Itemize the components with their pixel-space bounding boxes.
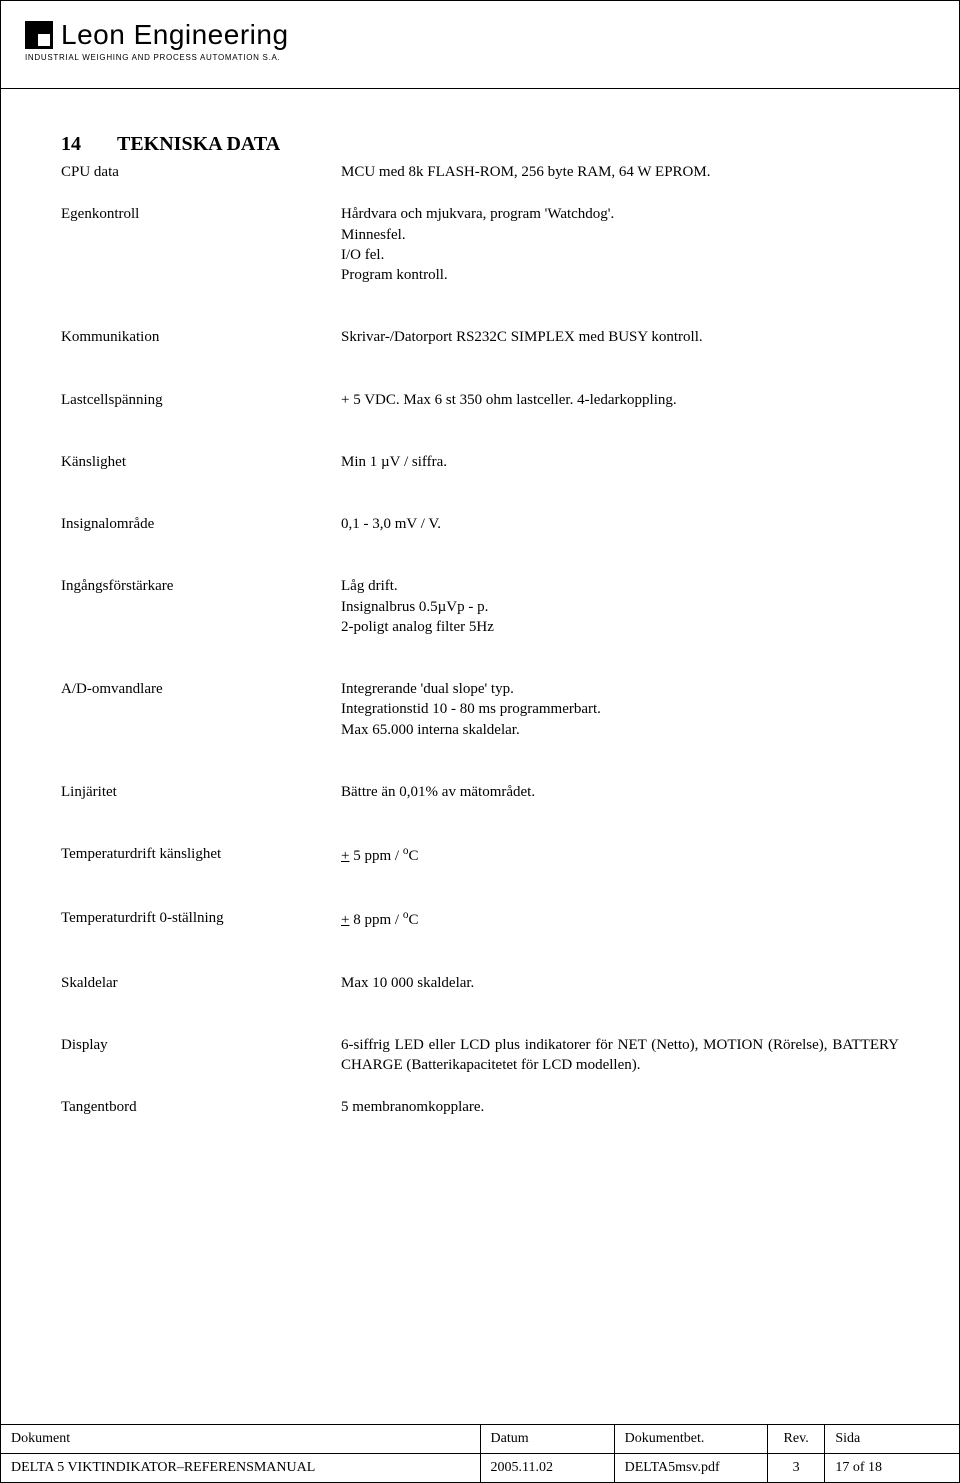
- adc-line3: Max 65.000 interna skaldelar.: [341, 720, 899, 740]
- brand-row: Leon Engineering: [25, 19, 935, 51]
- preamp-line2: Insignalbrus 0.5µVp - p.: [341, 597, 899, 617]
- preamp-line3: 2-poligt analog filter 5Hz: [341, 617, 899, 637]
- preamp-line1: Låg drift.: [341, 576, 899, 596]
- footer-h-docid: Dokumentbet.: [614, 1425, 767, 1454]
- footer-rev: 3: [767, 1454, 824, 1483]
- page-frame: Leon Engineering INDUSTRIAL WEIGHING AND…: [0, 0, 960, 1483]
- footer-h-rev: Rev.: [767, 1425, 824, 1454]
- spec-label-display: Display: [61, 1035, 341, 1076]
- spec-value-lin: Bättre än 0,01% av mätområdet.: [341, 782, 899, 802]
- spec-value-tdrift-zero: + 8 ppm / oC: [341, 908, 899, 930]
- footer-h-page: Sida: [825, 1425, 959, 1454]
- spec-value-divs: Max 10 000 skaldelar.: [341, 973, 899, 993]
- tdrift-zero-mid: 8 ppm /: [349, 912, 402, 928]
- footer-doc: DELTA 5 VIKTINDIKATOR–REFERENSMANUAL: [1, 1454, 480, 1483]
- footer-date: 2005.11.02: [480, 1454, 614, 1483]
- page-header: Leon Engineering INDUSTRIAL WEIGHING AND…: [1, 1, 959, 89]
- brand-tagline: INDUSTRIAL WEIGHING AND PROCESS AUTOMATI…: [25, 53, 935, 62]
- spec-value-selfcheck: Hårdvara och mjukvara, program 'Watchdog…: [341, 204, 899, 285]
- spec-label-sens: Känslighet: [61, 452, 341, 472]
- spec-label-lin: Linjäritet: [61, 782, 341, 802]
- page-footer: Dokument Datum Dokumentbet. Rev. Sida DE…: [1, 1424, 959, 1482]
- brand-text-block: Leon Engineering: [61, 19, 289, 51]
- section-title: 14TEKNISKA DATA: [61, 133, 899, 156]
- spec-label-preamp: Ingångsförstärkare: [61, 576, 341, 637]
- spec-value-inrange: 0,1 - 3,0 mV / V.: [341, 514, 899, 534]
- content-area: 14TEKNISKA DATA CPU data MCU med 8k FLAS…: [1, 89, 959, 1424]
- spec-label-tdrift-sens: Temperaturdrift känslighet: [61, 844, 341, 866]
- spec-value-lcvolt: + 5 VDC. Max 6 st 350 ohm lastceller. 4-…: [341, 390, 899, 410]
- tdrift-sens-mid: 5 ppm /: [349, 848, 402, 864]
- selfcheck-line4: Program kontroll.: [341, 265, 899, 285]
- adc-line2: Integrationstid 10 - 80 ms programmerbar…: [341, 699, 899, 719]
- spec-value-keypad: 5 membranomkopplare.: [341, 1097, 899, 1117]
- footer-h-doc: Dokument: [1, 1425, 480, 1454]
- adc-line1: Integrerande 'dual slope' typ.: [341, 679, 899, 699]
- spec-value-comm: Skrivar-/Datorport RS232C SIMPLEX med BU…: [341, 327, 899, 347]
- spec-label-divs: Skaldelar: [61, 973, 341, 993]
- spec-label-keypad: Tangentbord: [61, 1097, 341, 1117]
- footer-page: 17 of 18: [825, 1454, 959, 1483]
- tdrift-zero-unit: C: [408, 912, 418, 928]
- spec-label-tdrift-zero: Temperaturdrift 0-ställning: [61, 908, 341, 930]
- spec-value-tdrift-sens: + 5 ppm / oC: [341, 844, 899, 866]
- spec-value-display: 6-siffrig LED eller LCD plus indikatorer…: [341, 1035, 899, 1076]
- selfcheck-line3: I/O fel.: [341, 245, 899, 265]
- spec-label-comm: Kommunikation: [61, 327, 341, 347]
- footer-h-date: Datum: [480, 1425, 614, 1454]
- spec-label-adc: A/D-omvandlare: [61, 679, 341, 740]
- spec-value-sens: Min 1 µV / siffra.: [341, 452, 899, 472]
- spec-value-cpu: MCU med 8k FLASH-ROM, 256 byte RAM, 64 W…: [341, 162, 899, 182]
- spec-label-lcvolt: Lastcellspänning: [61, 390, 341, 410]
- footer-table: Dokument Datum Dokumentbet. Rev. Sida DE…: [1, 1424, 959, 1482]
- section-heading: TEKNISKA DATA: [117, 133, 280, 155]
- section-number: 14: [61, 133, 117, 156]
- selfcheck-line1: Hårdvara och mjukvara, program 'Watchdog…: [341, 204, 899, 224]
- tdrift-sens-unit: C: [408, 848, 418, 864]
- spec-label-selfcheck: Egenkontroll: [61, 204, 341, 285]
- footer-docid: DELTA5msv.pdf: [614, 1454, 767, 1483]
- spec-label-cpu: CPU data: [61, 162, 341, 182]
- selfcheck-line2: Minnesfel.: [341, 225, 899, 245]
- brand-name: Leon Engineering: [61, 19, 289, 51]
- spec-label-inrange: Insignalområde: [61, 514, 341, 534]
- spec-value-adc: Integrerande 'dual slope' typ. Integrati…: [341, 679, 899, 740]
- spec-value-preamp: Låg drift. Insignalbrus 0.5µVp - p. 2-po…: [341, 576, 899, 637]
- brand-logo-icon: [25, 21, 53, 49]
